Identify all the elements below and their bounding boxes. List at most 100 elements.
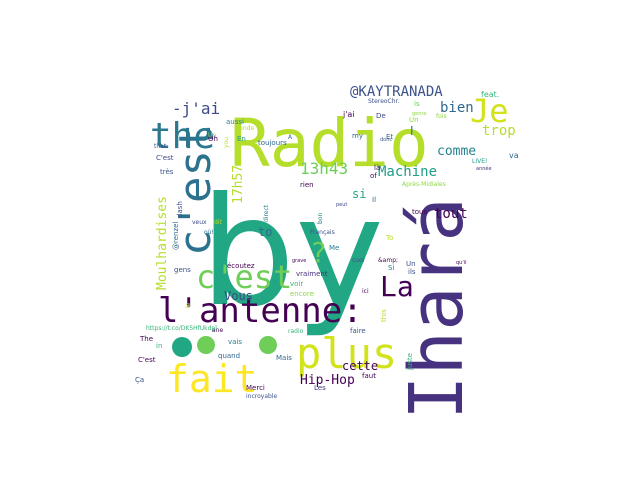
cloud-word: veux [192,219,207,226]
cloud-word: fois [436,113,447,120]
cloud-word: Me [329,244,339,252]
cloud-word: peut [336,202,347,208]
cloud-word: @KAYTRANADA [350,84,443,100]
cloud-word: fait [166,357,258,401]
cloud-word: LIVE! [472,158,487,165]
cloud-word: feat. [481,90,499,99]
emoji-dot [259,336,277,354]
cloud-word: plus [296,329,397,378]
cloud-word: my [352,132,363,140]
cloud-word: Si [388,264,394,272]
cloud-word: j'ai [342,110,355,119]
cloud-word: StereoChr. [368,98,399,105]
cloud-word: Un [208,132,216,139]
cloud-word: Les [314,384,326,392]
cloud-word: bon [317,213,324,224]
cloud-word: La [380,270,414,303]
cloud-word: @renzel [172,222,180,250]
cloud-word: si [352,187,366,201]
cloud-word: dash [176,201,184,218]
cloud-word: aussi [226,118,244,126]
cloud-word: ils [408,268,416,276]
cloud-word: va [509,151,519,160]
emoji-dot [172,337,192,357]
cloud-word: in [156,342,162,350]
cloud-word: En [237,135,246,143]
cloud-word: vais [228,338,242,346]
cloud-word: https://t.co/DK5HfUkdpl [146,325,217,332]
cloud-word: -j'ai [172,99,220,118]
cloud-word: C'est [138,356,156,364]
cloud-word: I [410,124,414,138]
cloud-word: c'est [170,124,221,256]
cloud-word: dit [214,219,222,226]
cloud-word: Oh [208,135,218,143]
cloud-word: you [223,137,230,148]
cloud-word: encore [290,290,314,298]
cloud-word: Hip-Hop [300,373,355,388]
cloud-word: faut [362,372,376,380]
cloud-word: Un [409,116,419,124]
cloud-word: to [258,225,272,239]
cloud-word: quand [218,352,240,360]
cloud-word: faire [350,327,366,335]
cloud-word: Ihará [394,197,480,420]
cloud-word: Un [406,260,416,268]
cloud-word: Et [386,133,393,141]
cloud-word: voir [290,280,303,288]
cloud-word: Il [372,196,376,204]
cloud-word: cette [342,359,378,373]
emoji-dot [197,336,215,354]
cloud-word: tous [412,208,427,216]
cloud-word: Français [310,229,335,236]
cloud-word: donc [380,137,392,143]
cloud-word: &amp; [378,257,398,264]
cloud-word: juste [406,353,414,371]
cloud-word: direct [263,204,270,222]
cloud-word: année [476,165,492,172]
cloud-word: To [385,234,393,242]
cloud-word: C'est [156,154,174,162]
cloud-word: cuoi [352,257,365,264]
cloud-word: Mais [276,354,292,362]
cloud-word: le [185,302,192,308]
cloud-word: 13h43 [300,159,348,178]
cloud-word: tout [434,206,468,222]
cloud-word: Ça [135,376,144,384]
cloud-word: comme [437,144,476,159]
cloud-word: Merci [246,384,265,392]
cloud-word: Vous [224,289,253,303]
cloud-word: ici [362,288,369,295]
cloud-word: Machine [378,164,437,180]
cloud-word: radio [288,328,304,335]
cloud-word: rien [300,181,314,189]
cloud-word: Je [470,92,509,130]
cloud-word: Monde [234,125,254,132]
cloud-word: of [370,172,377,180]
cloud-word: The [139,335,153,343]
cloud-word: is [414,100,420,108]
cloud-word: that [154,143,167,150]
cloud-word: this [380,309,388,322]
cloud-word: c'est [196,258,292,296]
cloud-word: où! [204,229,214,236]
cloud-word: grave [292,258,306,264]
cloud-word: genre [412,111,426,117]
cloud-word: là [374,164,380,172]
cloud-word: ane [212,327,223,334]
cloud-word: ? [310,236,327,269]
cloud-word: gens [174,266,191,274]
cloud-word: by [200,166,384,340]
cloud-word: the [150,116,215,157]
cloud-word: A [288,134,293,141]
cloud-word: très [160,168,174,176]
cloud-word: 17h57 [231,165,246,204]
cloud-word: Radio [230,105,429,182]
cloud-word: écoutez [227,262,255,270]
cloud-word: qu'il [456,260,467,266]
cloud-word: l'antenne: [158,291,363,331]
cloud-word: Après-Midiales [402,181,446,188]
cloud-word: De [376,112,386,120]
cloud-word: vraiment [296,270,328,278]
